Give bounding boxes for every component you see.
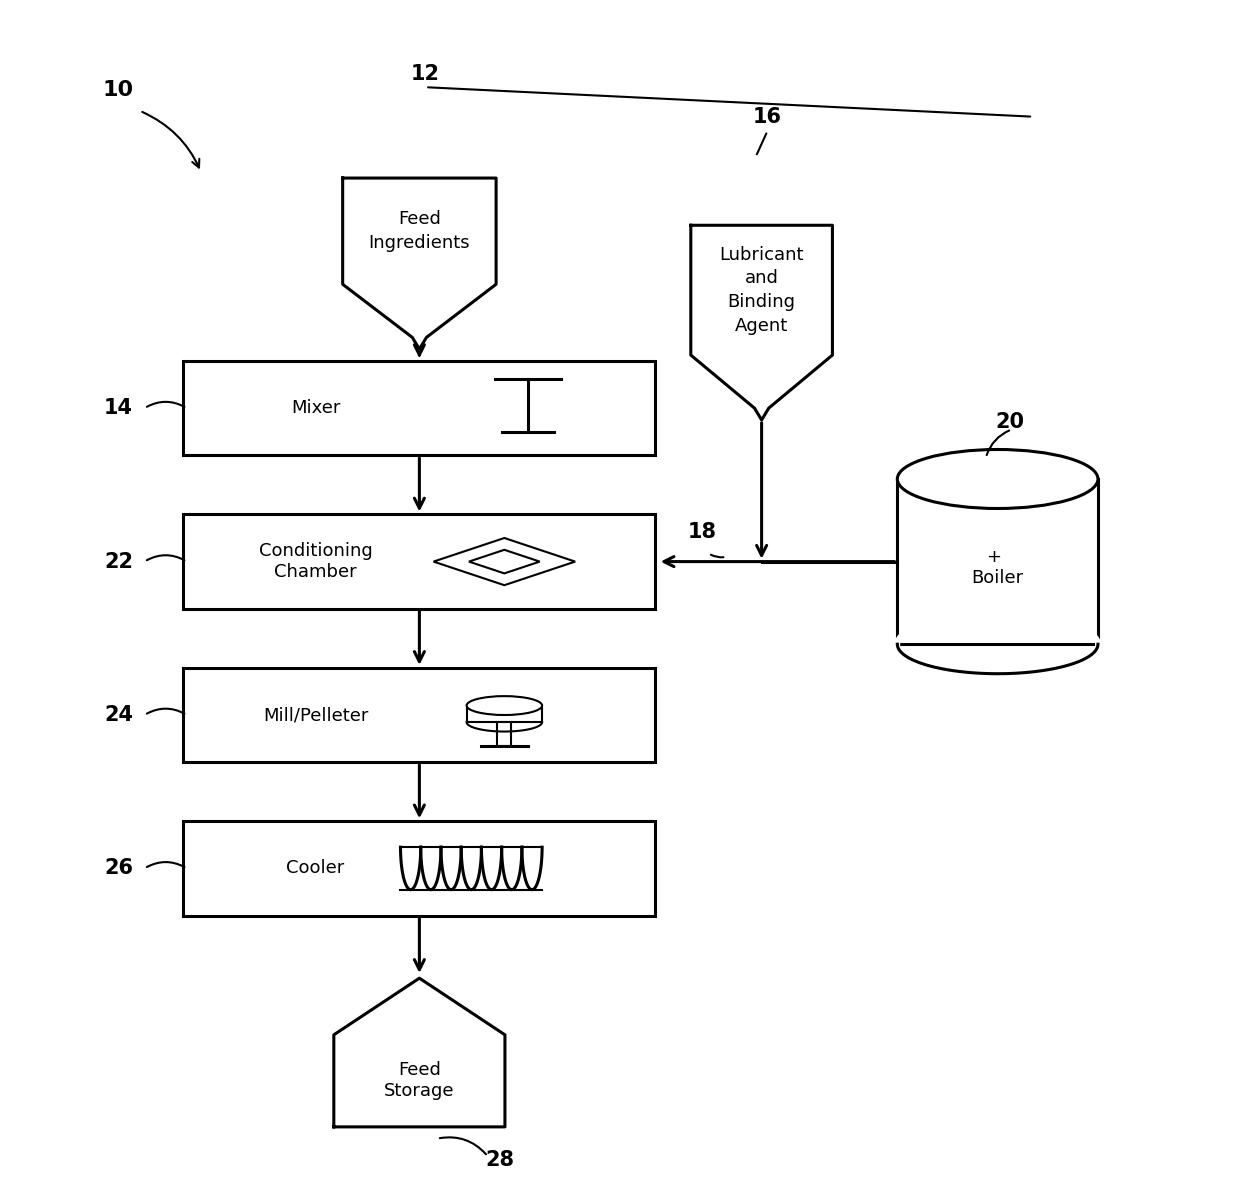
Text: Feed
Storage: Feed Storage [384, 1061, 455, 1100]
Bar [184, 821, 656, 916]
Text: + 
Boiler: + Boiler [972, 548, 1024, 587]
Bar [184, 361, 656, 455]
Polygon shape [469, 549, 539, 573]
Text: Cooler: Cooler [286, 860, 345, 878]
Bar [184, 515, 656, 609]
Text: 26: 26 [104, 858, 133, 879]
Text: 22: 22 [104, 552, 133, 572]
Ellipse shape [898, 449, 1097, 509]
Text: 18: 18 [688, 522, 717, 542]
Polygon shape [434, 538, 575, 585]
Ellipse shape [466, 696, 542, 715]
Text: 14: 14 [104, 398, 133, 418]
Text: 28: 28 [485, 1150, 515, 1170]
Polygon shape [691, 226, 832, 420]
Text: 10: 10 [103, 80, 134, 99]
Bar [497, 722, 511, 746]
Polygon shape [342, 178, 496, 349]
Polygon shape [334, 978, 505, 1127]
Text: 16: 16 [753, 107, 782, 128]
Text: Conditioning
Chamber: Conditioning Chamber [259, 542, 372, 581]
Bar [898, 479, 1097, 645]
Text: Lubricant
and
Binding
Agent: Lubricant and Binding Agent [719, 246, 804, 334]
Bar [184, 667, 656, 762]
Text: Feed
Ingredients: Feed Ingredients [368, 210, 470, 252]
Bar [466, 706, 542, 722]
Text: 24: 24 [104, 704, 133, 725]
Text: Mill/Pelleter: Mill/Pelleter [263, 706, 368, 724]
Text: 12: 12 [410, 63, 440, 84]
Text: Mixer: Mixer [291, 399, 340, 417]
Text: 20: 20 [994, 412, 1024, 432]
